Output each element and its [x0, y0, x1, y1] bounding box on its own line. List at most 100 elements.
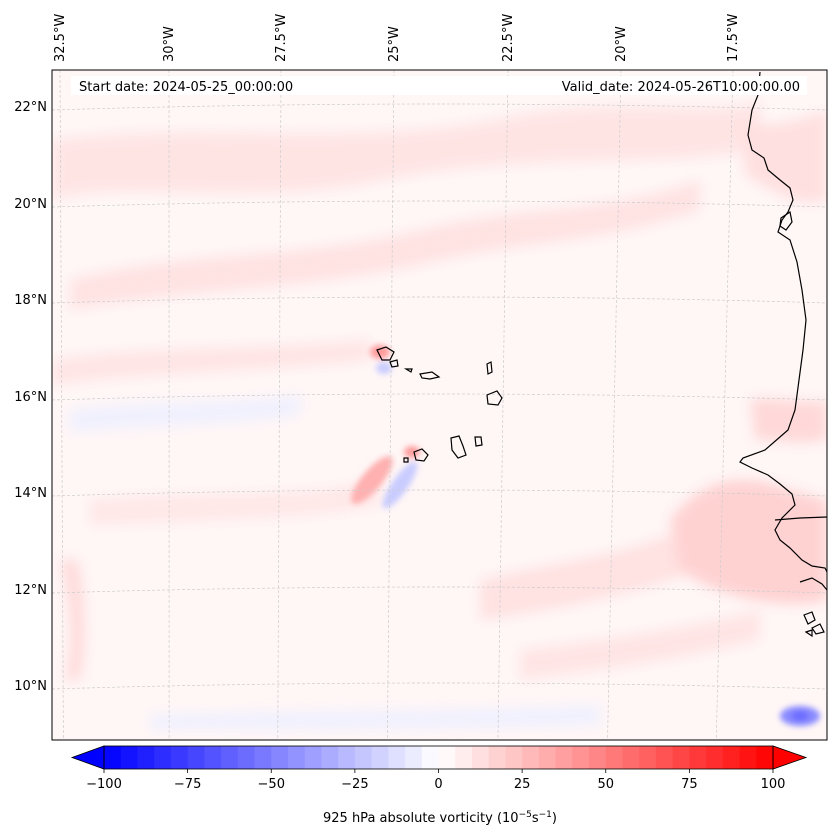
colorbar-cell — [572, 746, 590, 769]
colorbar-cell — [555, 746, 573, 769]
colorbar-cell — [505, 746, 523, 769]
vorticity-band — [740, 110, 827, 203]
colorbar-cell — [689, 746, 707, 769]
colorbar-ticks: −100 −75 −50 −25 0 25 50 75 100 — [86, 769, 785, 792]
colorbar-cell — [237, 746, 256, 769]
colorbar-tick-label: −100 — [86, 777, 122, 792]
map-panel: Start date: 2024-05-25_00:00:00 Valid_da… — [51, 69, 828, 741]
colorbar-cell — [739, 746, 757, 769]
longitude-label: 32.5°W — [53, 14, 68, 62]
colorbar-tick-label: 25 — [514, 777, 531, 792]
bijagos-islands — [811, 623, 825, 635]
graticule-meridian — [387, 70, 395, 740]
fogo-island — [413, 448, 429, 462]
colorbar-cell — [455, 746, 473, 769]
coastlines — [376, 71, 827, 638]
longitude-label: 20°W — [614, 26, 629, 62]
colorbar-cell — [589, 746, 607, 769]
colorbar-cell — [120, 746, 139, 769]
graticule-meridian — [715, 70, 734, 740]
colorbar-cell — [538, 746, 557, 769]
colorbar-tick-label: −50 — [258, 777, 285, 792]
graticule-parallel — [52, 489, 827, 497]
bijagos-islands — [803, 611, 816, 625]
latitude-label: 22°N — [14, 100, 47, 115]
latitude-label: 20°N — [14, 197, 47, 212]
graticule-meridian — [59, 70, 64, 740]
vorticity-band — [60, 560, 85, 680]
colorbar-cell — [522, 746, 540, 769]
colorbar-cell — [605, 746, 624, 769]
vorticity-island-wake — [370, 345, 390, 359]
boa-vista-island — [486, 390, 503, 406]
colorbar-cell — [287, 746, 306, 769]
graticule-parallel — [52, 682, 827, 690]
vorticity-band — [90, 480, 380, 525]
colorbar-tick-label: 0 — [434, 777, 442, 792]
sal-island — [486, 361, 493, 375]
map-frame — [51, 69, 828, 741]
colorbar-cell — [304, 746, 323, 769]
banc-darguin-coast — [779, 211, 793, 231]
colorbar-cell — [187, 746, 205, 769]
latitude-label: 16°N — [14, 390, 47, 405]
bijagos-islands — [804, 629, 813, 638]
longitude-label: 30°W — [162, 26, 177, 62]
colorbar-cell — [204, 746, 222, 769]
graticule-parallel — [52, 393, 827, 401]
colorbar-cell — [471, 746, 490, 769]
colorbar-tick-label: 75 — [681, 777, 698, 792]
colorbar-cell — [254, 746, 272, 769]
santiago-island — [450, 435, 467, 459]
vorticity-field — [52, 100, 827, 730]
vorticity-band — [670, 480, 827, 604]
colorbar-cell — [639, 746, 657, 769]
colorbar-extend-min-arrow — [70, 745, 105, 770]
vorticity-band — [750, 398, 827, 443]
sao-nicolau-island — [419, 371, 441, 380]
latitude-label: 18°N — [14, 293, 47, 308]
vorticity-band — [70, 180, 700, 310]
vorticity-negative-cell — [791, 711, 809, 721]
colorbar-cell — [354, 746, 373, 769]
colorbar-cell — [488, 746, 507, 769]
graticule-meridian — [497, 70, 509, 740]
colorbar-cell — [706, 746, 724, 769]
vorticity-band — [520, 610, 760, 680]
colorbar-cells — [104, 746, 774, 769]
colorbar-cell — [438, 746, 456, 769]
longitude-label: 27.5°W — [274, 14, 289, 62]
longitude-label: 22.5°W — [501, 14, 516, 62]
sao-vicente-island — [389, 359, 399, 368]
colorbar-cell — [388, 746, 406, 769]
colorbar-tick-label: −75 — [174, 777, 201, 792]
graticule-meridian — [277, 70, 282, 740]
colorbar-cell — [756, 746, 774, 769]
maio-island — [474, 436, 483, 447]
guinea-bissau-coast — [799, 577, 827, 591]
start-date-label: Start date: 2024-05-25_00:00:00 — [79, 80, 293, 95]
colorbar-cell — [405, 746, 423, 769]
graticule-parallel — [52, 296, 827, 304]
valid-date-label: Valid_date: 2024-05-26T10:00:00.00 — [562, 80, 800, 95]
vorticity-island-wake — [376, 362, 392, 374]
longitude-labels: 32.5°W 30°W 27.5°W 25°W 22.5°W 20°W 17.5°W — [53, 14, 741, 62]
vorticity-band — [52, 100, 760, 200]
colorbar-label: 925 hPa absolute vorticity (10−5s−1) — [323, 810, 557, 826]
graticule-meridian — [607, 70, 622, 740]
graticule — [52, 70, 827, 740]
santo-antao-island — [376, 346, 395, 361]
vorticity-island-wake — [404, 446, 420, 458]
colorbar-cell — [421, 746, 440, 769]
vorticity-island-wake — [351, 456, 393, 504]
colorbar-tick-label: 50 — [597, 777, 614, 792]
colorbar-cell — [655, 746, 674, 769]
vorticity-band — [150, 705, 600, 730]
colorbar-extend-max-arrow — [772, 745, 808, 770]
longitude-label: 17.5°W — [726, 14, 741, 62]
africa-coastline — [739, 71, 827, 573]
vorticity-band — [70, 395, 300, 432]
latitude-label: 14°N — [14, 486, 47, 501]
colorbar-cell — [338, 746, 356, 769]
